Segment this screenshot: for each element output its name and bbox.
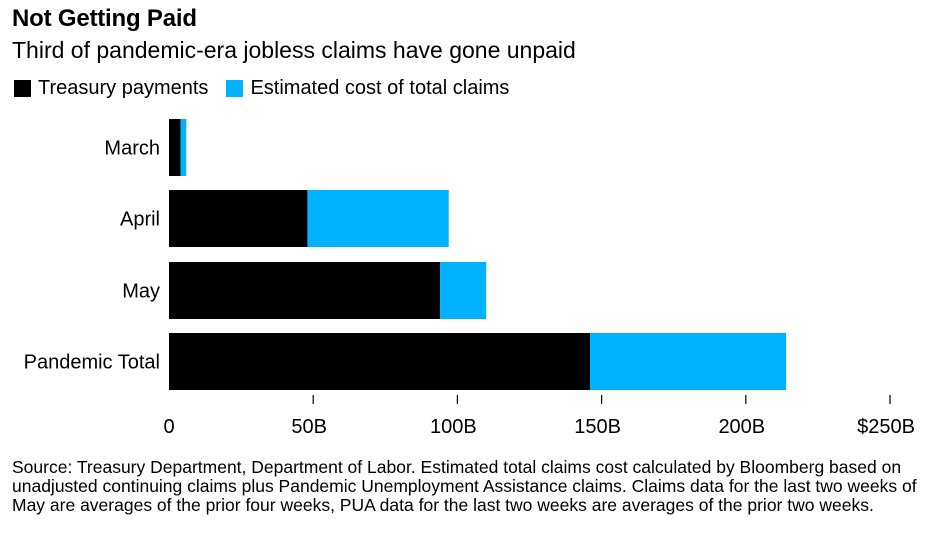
category-label-april: April: [120, 209, 160, 231]
x-tick-label-4: 200B: [718, 416, 765, 438]
legend-swatch-estimated: [226, 80, 244, 97]
bar-estimated-cost-of-total-claims-pandemic-total: [590, 333, 787, 390]
x-tick-label-5: $250B: [857, 416, 915, 438]
legend-label-treasury: Treasury payments: [38, 77, 209, 99]
legend: Treasury payments Estimated cost of tota…: [14, 77, 527, 100]
x-tick-label-2: 100B: [430, 416, 477, 438]
bar-treasury-payments-pandemic-total: [169, 333, 591, 390]
chart-title: Not Getting Paid: [12, 5, 197, 32]
bar-treasury-payments-may: [169, 262, 441, 319]
bar-estimated-cost-of-total-claims-march: [180, 119, 187, 176]
chart-subtitle: Third of pandemic-era jobless claims hav…: [12, 37, 576, 63]
legend-item-estimated: Estimated cost of total claims: [226, 77, 509, 100]
category-label-march: March: [104, 138, 160, 160]
x-tick-label-3: 150B: [574, 416, 621, 438]
bar-chart: March April May Pandemic Total 0 50B 100B 150B 2…: [24, 119, 915, 438]
source-note: Source: Treasury Department, Department …: [12, 457, 917, 515]
category-label-may: May: [122, 281, 160, 303]
x-tick-label-0: 0: [163, 416, 174, 438]
legend-swatch-treasury: [14, 80, 31, 97]
bar-treasury-payments-april: [169, 190, 308, 247]
x-tick-label-1: 50B: [291, 416, 327, 438]
legend-label-estimated: Estimated cost of total claims: [250, 77, 510, 99]
bar-treasury-payments-march: [169, 119, 181, 176]
legend-item-treasury: Treasury payments: [14, 77, 208, 100]
bar-estimated-cost-of-total-claims-may: [440, 262, 487, 319]
category-label-pandemic-total: Pandemic Total: [24, 352, 160, 374]
bar-estimated-cost-of-total-claims-april: [307, 190, 449, 247]
